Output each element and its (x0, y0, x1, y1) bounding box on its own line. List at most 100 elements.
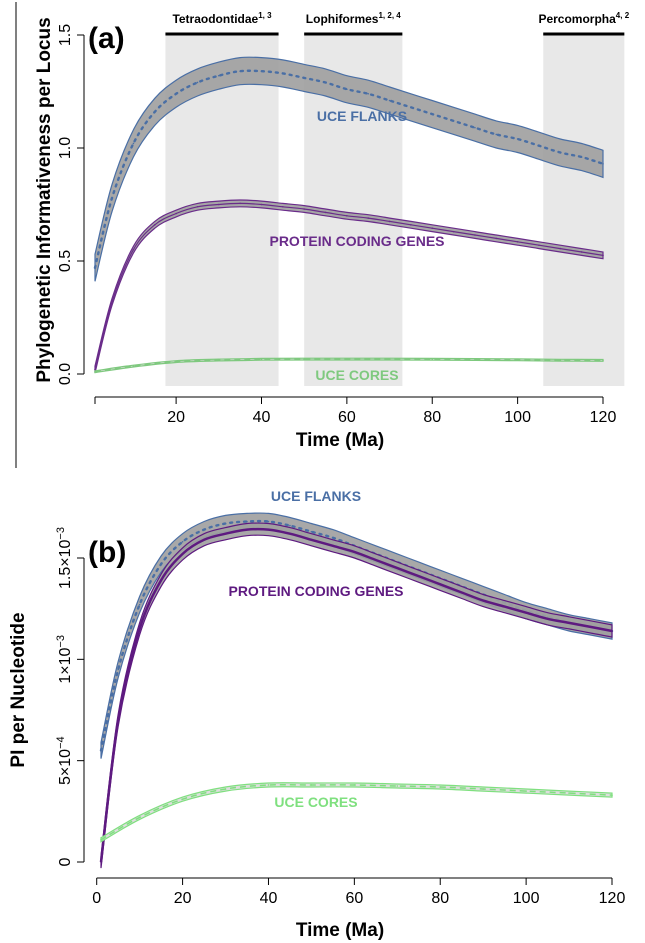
panel-a-x-tick-label: 60 (338, 409, 356, 426)
panel-b-point-protein-coding-genes (224, 532, 227, 535)
panel-b-series: UCE FLANKS PROTEIN CODING GENES UCE CORES (99, 488, 614, 869)
panel-a-point-uce-flanks (196, 81, 199, 84)
panel-a-range-percomorpha (543, 34, 625, 386)
panel-a-y-tick-label: 0.0 (57, 363, 74, 385)
panel-b-point-uce-flanks (246, 520, 248, 523)
panel-b-point-uce-cores (482, 788, 484, 790)
panel-a-point-uce-flanks (111, 196, 113, 199)
panel-a-point-uce-cores (260, 358, 263, 361)
panel-a-point-uce-flanks (239, 70, 241, 72)
panel-b-x-tick-label: 0 (92, 890, 101, 907)
panel-a-point-protein-coding-genes (196, 205, 199, 208)
panel-b-point-protein-coding-genes (460, 591, 463, 594)
panel-a-point-protein-coding-genes (431, 227, 434, 230)
panel-b-point-protein-coding-genes (482, 599, 484, 602)
panel-b-point-protein-coding-genes (246, 528, 248, 531)
panel-a-point-protein-coding-genes (388, 220, 391, 223)
panel-b-y-tick-label: 1.5×10−3 (55, 527, 74, 589)
panel-a-label-uce-cores: UCE CORES (315, 367, 398, 383)
panel-a-point-protein-coding-genes (132, 248, 135, 251)
panel-a-point-protein-coding-genes (367, 217, 370, 219)
panel-a-point-uce-flanks (474, 126, 476, 129)
panel-b-x-tick-label: 20 (174, 890, 192, 907)
panel-a-band-protein-coding-genes (94, 199, 604, 374)
panel-b-x-axis-title: Time (Ma) (296, 920, 384, 941)
panel-b-band-uce-cores (100, 782, 613, 843)
panel-a-point-uce-flanks (410, 106, 412, 109)
panel-b-point-protein-coding-genes (117, 719, 119, 721)
panel-a-label-protein-coding-genes: PROTEIN CODING GENES (269, 233, 444, 249)
panel-a-point-uce-cores (388, 358, 391, 360)
panel-b-x-tick-label: 100 (513, 890, 540, 907)
panel-b-point-uce-cores (181, 798, 184, 800)
panel-b-label-uce-flanks: UCE FLANKS (271, 488, 361, 504)
panel-b-band-protein-coding-genes (100, 522, 613, 869)
panel-b-point-protein-coding-genes (353, 551, 356, 553)
panel-a-range-label-lophiformes: Lophiformes1, 2, 4 (306, 11, 401, 26)
panel-b-point-uce-flanks (138, 603, 141, 606)
panel-a-x-tick-label: 120 (590, 409, 617, 426)
panel-a-point-uce-cores (303, 358, 305, 360)
panel-b-point-protein-coding-genes (138, 628, 141, 630)
panel-a-point-uce-cores (516, 358, 519, 361)
panel-b-point-uce-flanks (310, 530, 313, 533)
panel-b-point-uce-cores (310, 784, 313, 786)
panel-b-point-uce-flanks (332, 536, 334, 539)
panel-a-range-label-tetraodontidae: Tetraodontidae1, 3 (172, 11, 272, 26)
panel-b-point-uce-flanks (160, 563, 162, 565)
panel-a-point-uce-flanks (303, 77, 305, 79)
panel-b-point-protein-coding-genes (181, 553, 184, 555)
panel-a-point-protein-coding-genes (282, 205, 284, 208)
panel-a-point-uce-flanks (516, 138, 519, 140)
panel-b-y-tick-label: 0 (57, 857, 74, 866)
panel-b-x-tick-label: 120 (599, 890, 626, 907)
panel-a-point-uce-flanks (132, 142, 135, 145)
panel-a-x-tick-label: 80 (423, 409, 441, 426)
panel-a-y-axis-title: Phylogenetic Informativeness per Locus (34, 17, 55, 382)
panel-b-point-protein-coding-genes (439, 583, 442, 586)
panel-b-point-uce-flanks (267, 520, 270, 523)
panel-b-axes: 0 20 40 60 80 100 120 0 5×10−4 1×10−3 1.5×10−3 (55, 527, 625, 907)
panel-a-point-uce-flanks (580, 156, 583, 158)
panel-b-point-protein-coding-genes (589, 626, 592, 628)
panel-a-point-uce-cores (346, 358, 348, 360)
panel-a-point-uce-flanks (153, 111, 156, 113)
panel-b-point-uce-cores (525, 790, 527, 792)
panel-a-y-tick-label: 0.5 (57, 250, 74, 272)
panel-a-point-uce-flanks (431, 113, 434, 115)
panel-b-point-uce-cores (138, 816, 141, 819)
panel-a-point-protein-coding-genes (324, 211, 327, 214)
panel-a-point-uce-flanks (495, 133, 498, 136)
panel-b-point-uce-cores (353, 784, 356, 786)
panel-b-point-protein-coding-genes (203, 538, 205, 541)
panel-a-point-uce-flanks (324, 81, 327, 84)
panel-b-point-protein-coding-genes (546, 618, 549, 620)
panel-a-point-uce-cores (217, 359, 220, 361)
panel-a-point-uce-flanks (217, 74, 220, 77)
panel-b-point-uce-cores (439, 786, 442, 788)
panel-b-x-tick-label: 80 (431, 890, 449, 907)
panel-a-point-uce-flanks (452, 120, 455, 122)
panel-a-point-protein-coding-genes (94, 368, 96, 371)
panel-b-point-uce-cores (100, 838, 102, 841)
panel-a-point-uce-flanks (282, 72, 284, 75)
panel-a-point-protein-coding-genes (303, 208, 305, 210)
panel-a-point-uce-cores (559, 359, 562, 362)
panel-a-series: UCE FLANKS PROTEIN CODING GENES UCE CORES (93, 56, 605, 383)
panel-a-point-protein-coding-genes (111, 300, 113, 303)
panel-b-point-uce-cores (568, 792, 570, 794)
panel-a-point-uce-flanks (602, 163, 604, 165)
panel-a-point-uce-flanks (346, 88, 348, 91)
panel-b-point-uce-flanks (289, 524, 291, 527)
panel-b-point-uce-flanks (181, 540, 184, 543)
panel-b-letter: (b) (88, 536, 126, 569)
panel-b-x-tick-label: 40 (260, 890, 278, 907)
panel-b-x-tick-label: 60 (345, 890, 363, 907)
panel-a-label-uce-flanks: UCE FLANKS (317, 108, 407, 124)
panel-a-point-uce-flanks (538, 144, 540, 147)
panel-a-point-protein-coding-genes (410, 224, 412, 226)
panel-a-point-protein-coding-genes (474, 234, 476, 236)
panel-a-y-tick-label: 1.0 (57, 137, 74, 159)
